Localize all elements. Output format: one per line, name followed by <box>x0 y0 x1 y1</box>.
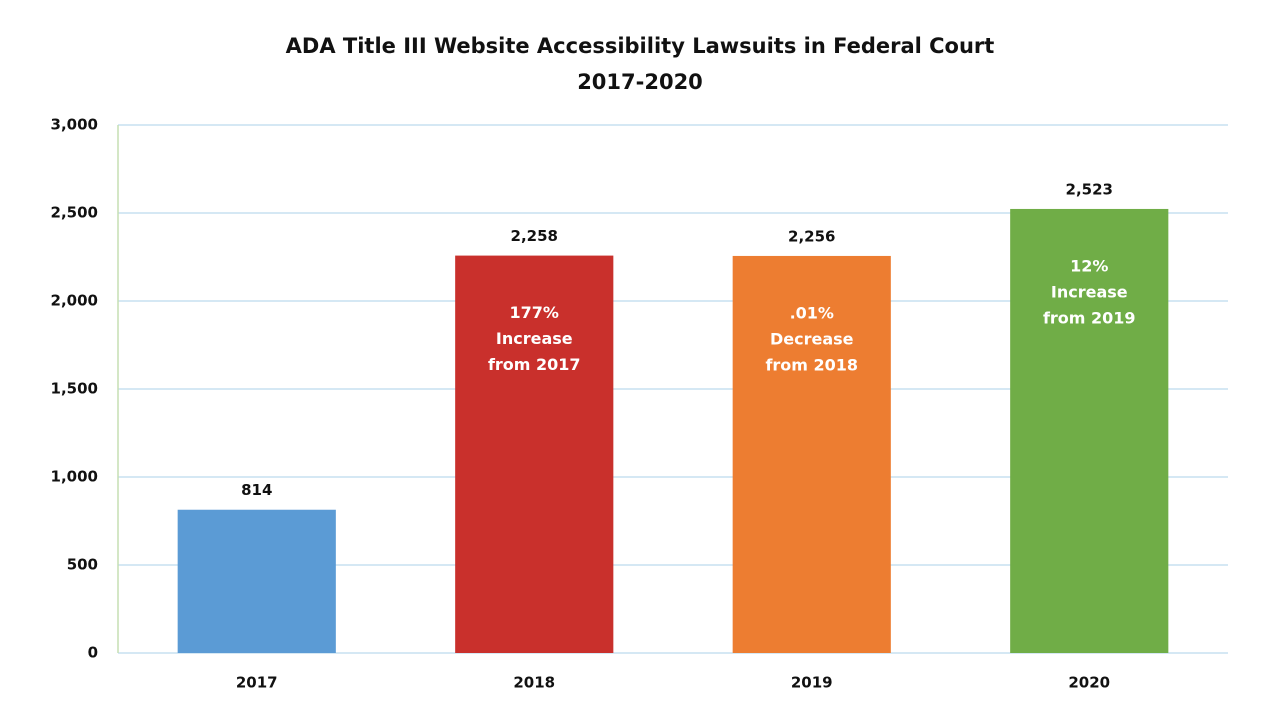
y-tick-label: 1,500 <box>51 380 98 398</box>
bar-annotation: Decrease <box>770 329 854 348</box>
x-tick-label: 2017 <box>236 674 278 692</box>
value-label: 2,523 <box>1066 180 1113 198</box>
y-tick-label: 1,000 <box>51 468 98 486</box>
y-tick-label: 0 <box>88 644 98 662</box>
bar-annotation: Increase <box>1051 282 1128 301</box>
y-tick-label: 500 <box>67 556 98 574</box>
x-tick-label: 2019 <box>791 674 833 692</box>
bar-annotation: .01% <box>790 303 834 322</box>
value-label: 2,258 <box>511 227 558 245</box>
chart-title: ADA Title III Website Accessibility Laws… <box>286 34 995 58</box>
y-tick-label: 2,000 <box>51 292 98 310</box>
bar-annotation: from 2019 <box>1043 308 1136 327</box>
bar <box>177 509 336 653</box>
value-label: 2,256 <box>788 227 835 245</box>
bar-annotation: from 2018 <box>765 355 858 374</box>
y-tick-label: 3,000 <box>51 116 98 134</box>
bar <box>455 255 614 654</box>
x-tick-label: 2020 <box>1068 674 1110 692</box>
bar-annotation: 177% <box>510 303 559 322</box>
bar <box>732 255 891 653</box>
bar-annotation: 12% <box>1070 256 1108 275</box>
value-label: 814 <box>241 481 272 499</box>
bar-annotation: Increase <box>496 329 573 348</box>
chart-subtitle: 2017-2020 <box>577 70 703 94</box>
bar-annotation: from 2017 <box>488 355 581 374</box>
bar <box>1010 208 1169 653</box>
y-tick-label: 2,500 <box>51 204 98 222</box>
x-tick-label: 2018 <box>513 674 555 692</box>
